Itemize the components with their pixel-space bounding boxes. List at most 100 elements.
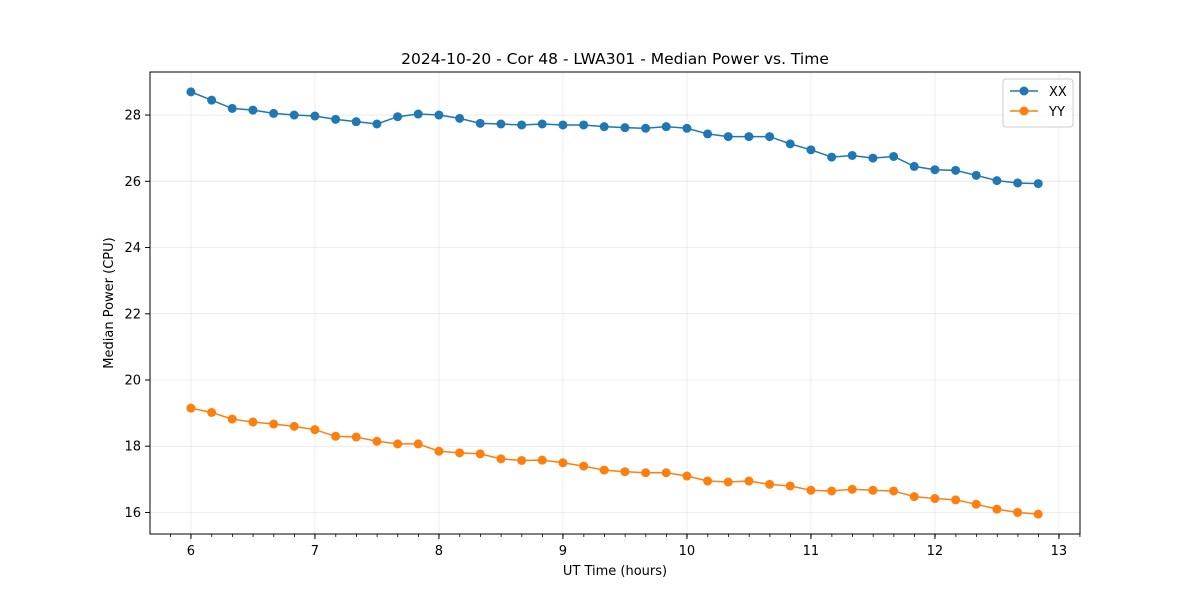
data-point [1033,509,1043,519]
x-tick-label: 11 [803,544,820,559]
data-point [971,499,981,509]
data-point [393,439,403,449]
data-point [827,152,837,162]
data-point [909,492,919,502]
data-point [1033,179,1043,189]
data-point [289,421,299,431]
data-point [393,112,403,122]
data-point [517,120,527,130]
data-point [434,110,444,120]
data-point [1013,507,1023,517]
x-tick-label: 7 [311,544,319,559]
legend-label-xx: XX [1049,85,1067,100]
data-point [207,407,217,417]
data-point [992,176,1002,186]
data-point [765,132,775,142]
y-axis-title: Median Power (CPU) [102,237,117,368]
data-point [207,95,217,105]
data-point [517,455,527,465]
data-point [620,123,630,133]
data-point [641,123,651,133]
data-point [351,117,361,127]
y-tick-label: 24 [124,241,141,256]
data-point [558,120,568,130]
data-point [827,486,837,496]
x-tick-label: 9 [559,544,567,559]
data-point [599,122,609,132]
data-point [227,103,237,113]
data-point [765,479,775,489]
legend-marker-yy [1019,106,1029,116]
y-tick-label: 18 [124,440,141,455]
data-point [310,425,320,435]
data-point [248,105,258,115]
data-point [847,484,857,494]
series-line-xx [190,91,1039,185]
data-point [372,436,382,446]
x-tick-label: 8 [435,544,443,559]
data-point [186,403,196,413]
legend-marker-xx [1019,86,1029,96]
data-point [868,153,878,163]
data-point [248,417,258,427]
data-point [889,151,899,161]
data-point [682,123,692,133]
data-point [847,150,857,160]
data-point [889,486,899,496]
grid [150,72,1080,534]
data-point [868,485,878,495]
y-tick-label: 26 [124,175,141,190]
y-tick-label: 22 [124,307,141,322]
data-point [227,414,237,424]
x-tick-label: 10 [679,544,696,559]
data-point [537,455,547,465]
data-point [785,139,795,149]
data-point [951,165,961,175]
y-tick-label: 20 [124,374,141,389]
data-point [310,111,320,121]
x-tick-label: 12 [927,544,944,559]
data-point [579,120,589,130]
data-point [289,110,299,120]
data-point [641,468,651,478]
series-xx [186,87,1043,189]
data-point [475,118,485,128]
data-point [951,495,961,505]
y-tick-label: 16 [124,506,141,521]
data-point [703,476,713,486]
data-point [682,471,692,481]
data-point [434,446,444,456]
data-point [413,439,423,449]
data-point [331,114,341,124]
data-point [579,461,589,471]
x-tick-label: 13 [1051,544,1068,559]
data-point [537,119,547,129]
data-point [723,132,733,142]
legend: XX YY [1002,78,1074,128]
x-tick-label: 6 [187,544,195,559]
data-point [351,432,361,442]
data-point [723,477,733,487]
data-point [413,109,423,119]
data-point [909,161,919,171]
data-point [1013,178,1023,188]
data-point [475,449,485,459]
series-layer [186,87,1043,519]
data-point [744,132,754,142]
data-point [992,504,1002,514]
data-point [496,454,506,464]
y-tick-label: 28 [124,109,141,124]
chart-title: 2024-10-20 - Cor 48 - LWA301 - Median Po… [401,50,829,68]
data-point [599,465,609,475]
data-point [372,119,382,129]
data-point [806,145,816,155]
data-point [455,113,465,123]
data-point [620,467,630,477]
x-axis-title: UT Time (hours) [563,564,667,579]
series-yy [186,403,1043,519]
data-point [971,170,981,180]
data-point [661,468,671,478]
data-point [661,122,671,132]
